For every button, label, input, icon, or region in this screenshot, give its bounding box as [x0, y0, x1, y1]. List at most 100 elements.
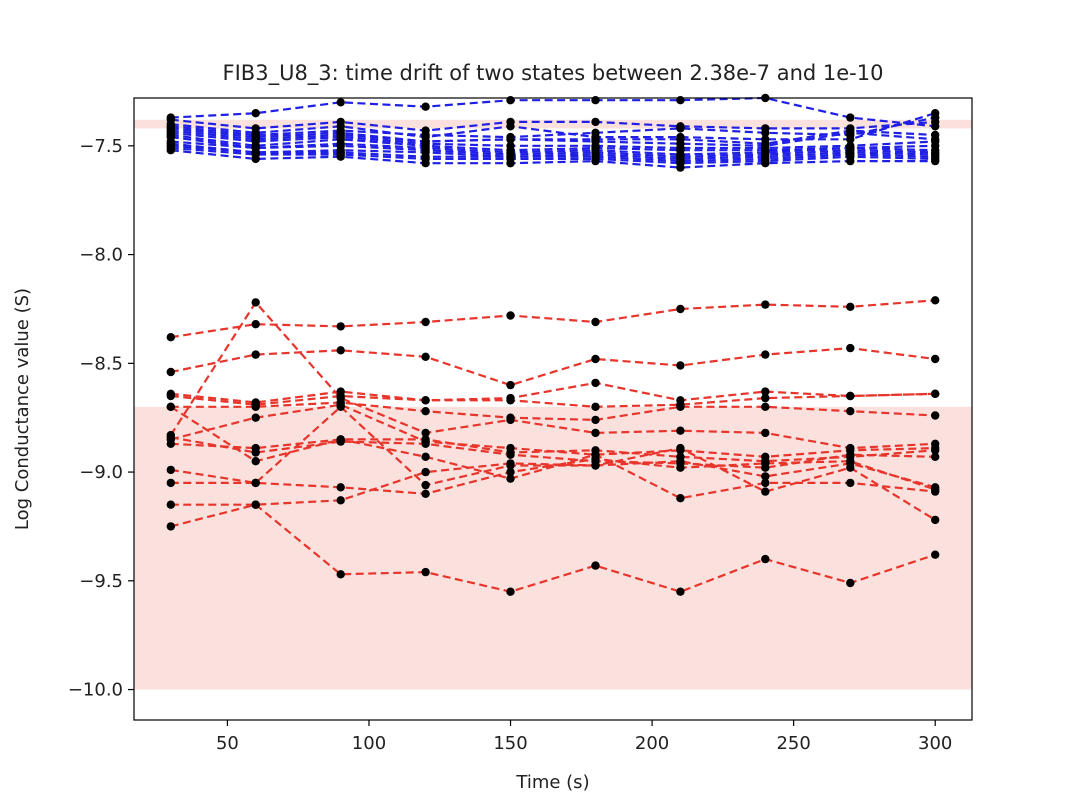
high-state-point-13-2 — [336, 152, 345, 161]
high-state-point-13-3 — [421, 159, 430, 168]
low-state-point-9-2 — [336, 402, 345, 411]
low-state-point-9-0 — [166, 465, 175, 475]
low-state-series-4 — [170, 401, 936, 422]
low-state-point-13-5 — [591, 450, 600, 459]
low-state-point-2-5 — [591, 378, 600, 388]
chart-title: FIB3_U8_3: time drift of two states betw… — [223, 61, 884, 86]
high-state-series-12 — [170, 146, 936, 165]
low-state-point-8-3 — [421, 439, 430, 448]
high-state-point-0-2 — [336, 98, 345, 107]
low-state-point-5-1 — [251, 298, 260, 307]
high-state-point-13-8 — [846, 156, 855, 166]
low-state-point-0-2 — [336, 322, 345, 331]
low-state-point-5-6 — [676, 426, 685, 435]
low-state-point-11-0 — [166, 500, 175, 509]
low-state-point-1-4 — [506, 380, 515, 390]
low-state-point-3-7 — [761, 393, 770, 403]
low-state-point-0-9 — [931, 296, 940, 305]
low-state-point-10-4 — [506, 467, 515, 477]
low-state-point-4-8 — [846, 407, 855, 416]
low-state-point-8-4 — [506, 450, 515, 459]
high-state-series-3 — [170, 116, 936, 139]
low-state-point-2-7 — [761, 387, 770, 396]
low-state-point-1-7 — [761, 350, 770, 359]
low-state-point-10-7 — [761, 459, 770, 468]
low-state-series-11 — [170, 446, 936, 521]
low-state-point-11-4 — [506, 459, 515, 468]
low-state-point-13-8 — [846, 478, 855, 488]
low-state-point-13-4 — [506, 474, 515, 483]
high-state-point-1-5 — [591, 117, 600, 127]
low-state-point-9-3 — [421, 480, 430, 490]
low-state-point-13-7 — [761, 478, 770, 488]
low-state-point-8-9 — [931, 452, 940, 461]
low-state-point-1-0 — [166, 367, 175, 377]
low-state-point-11-8 — [846, 463, 855, 472]
high-state-point-3-9 — [931, 113, 940, 122]
low-state-point-12-8 — [846, 578, 855, 588]
low-state-point-7-9 — [931, 446, 940, 455]
low-state-series-6 — [170, 403, 936, 458]
markers-layer — [166, 93, 940, 596]
low-state-point-3-3 — [421, 396, 430, 405]
low-state-point-10-6 — [676, 463, 685, 472]
low-state-series-10 — [170, 457, 936, 495]
low-state-series-9 — [170, 405, 936, 489]
high-state-point-13-5 — [591, 156, 600, 166]
low-state-point-13-2 — [336, 435, 345, 444]
low-state-point-12-7 — [761, 554, 770, 564]
x-tick-label-2: 150 — [493, 733, 527, 754]
low-state-point-11-3 — [421, 467, 430, 477]
lines-layer — [169, 96, 936, 593]
low-state-point-12-2 — [336, 570, 345, 579]
low-state-point-1-9 — [931, 354, 940, 364]
band-1 — [134, 406, 972, 690]
low-state-point-10-0 — [166, 478, 175, 488]
low-state-point-10-3 — [421, 489, 430, 498]
low-state-point-12-5 — [591, 561, 600, 570]
low-state-point-13-3 — [421, 452, 430, 461]
low-state-point-11-7 — [761, 487, 770, 496]
low-state-point-0-6 — [676, 304, 685, 314]
high-state-point-13-1 — [251, 154, 260, 164]
low-state-point-4-3 — [421, 407, 430, 416]
low-state-point-0-8 — [846, 302, 855, 311]
bands-layer — [134, 119, 972, 690]
y-tick-label-3: −8.5 — [79, 353, 123, 374]
x-tick-label-5: 300 — [918, 733, 952, 754]
low-state-point-11-5 — [591, 461, 600, 470]
low-state-point-13-0 — [166, 402, 175, 411]
low-state-point-12-0 — [166, 522, 175, 531]
low-state-point-12-3 — [421, 567, 430, 577]
low-state-point-3-8 — [846, 391, 855, 401]
low-state-point-4-1 — [251, 402, 260, 411]
low-state-point-10-2 — [336, 483, 345, 492]
low-state-point-3-5 — [591, 402, 600, 411]
low-state-point-0-7 — [761, 300, 770, 309]
high-state-point-0-1 — [251, 109, 260, 118]
low-state-point-6-1 — [251, 413, 260, 422]
ticks-layer: 50 100 150 200 250 300 −10.0 −9.5 −9.0 −8.5 −8.0 −7… — [68, 136, 953, 754]
y-tick-label-5: −7.5 — [79, 136, 123, 157]
high-state-point-3-5 — [591, 128, 600, 137]
high-state-point-3-3 — [421, 130, 430, 140]
low-state-point-1-2 — [336, 346, 345, 355]
low-state-point-3-9 — [931, 389, 940, 398]
low-state-point-12-1 — [251, 500, 260, 509]
low-state-point-0-4 — [506, 311, 515, 320]
low-state-point-11-9 — [931, 515, 940, 525]
high-state-point-3-7 — [761, 128, 770, 137]
high-state-series-9 — [170, 140, 936, 158]
low-state-point-4-5 — [591, 415, 600, 425]
y-tick-label-1: −9.5 — [79, 571, 123, 592]
low-state-point-1-8 — [846, 343, 855, 353]
low-state-point-3-4 — [506, 396, 515, 405]
low-state-point-5-5 — [591, 428, 600, 438]
high-state-point-0-5 — [591, 96, 600, 105]
x-tick-label-4: 250 — [776, 733, 810, 754]
high-state-point-13-6 — [676, 163, 685, 172]
low-state-series-2 — [170, 381, 936, 404]
y-tick-label-2: −9.0 — [79, 462, 123, 483]
x-tick-label-3: 200 — [635, 733, 669, 754]
